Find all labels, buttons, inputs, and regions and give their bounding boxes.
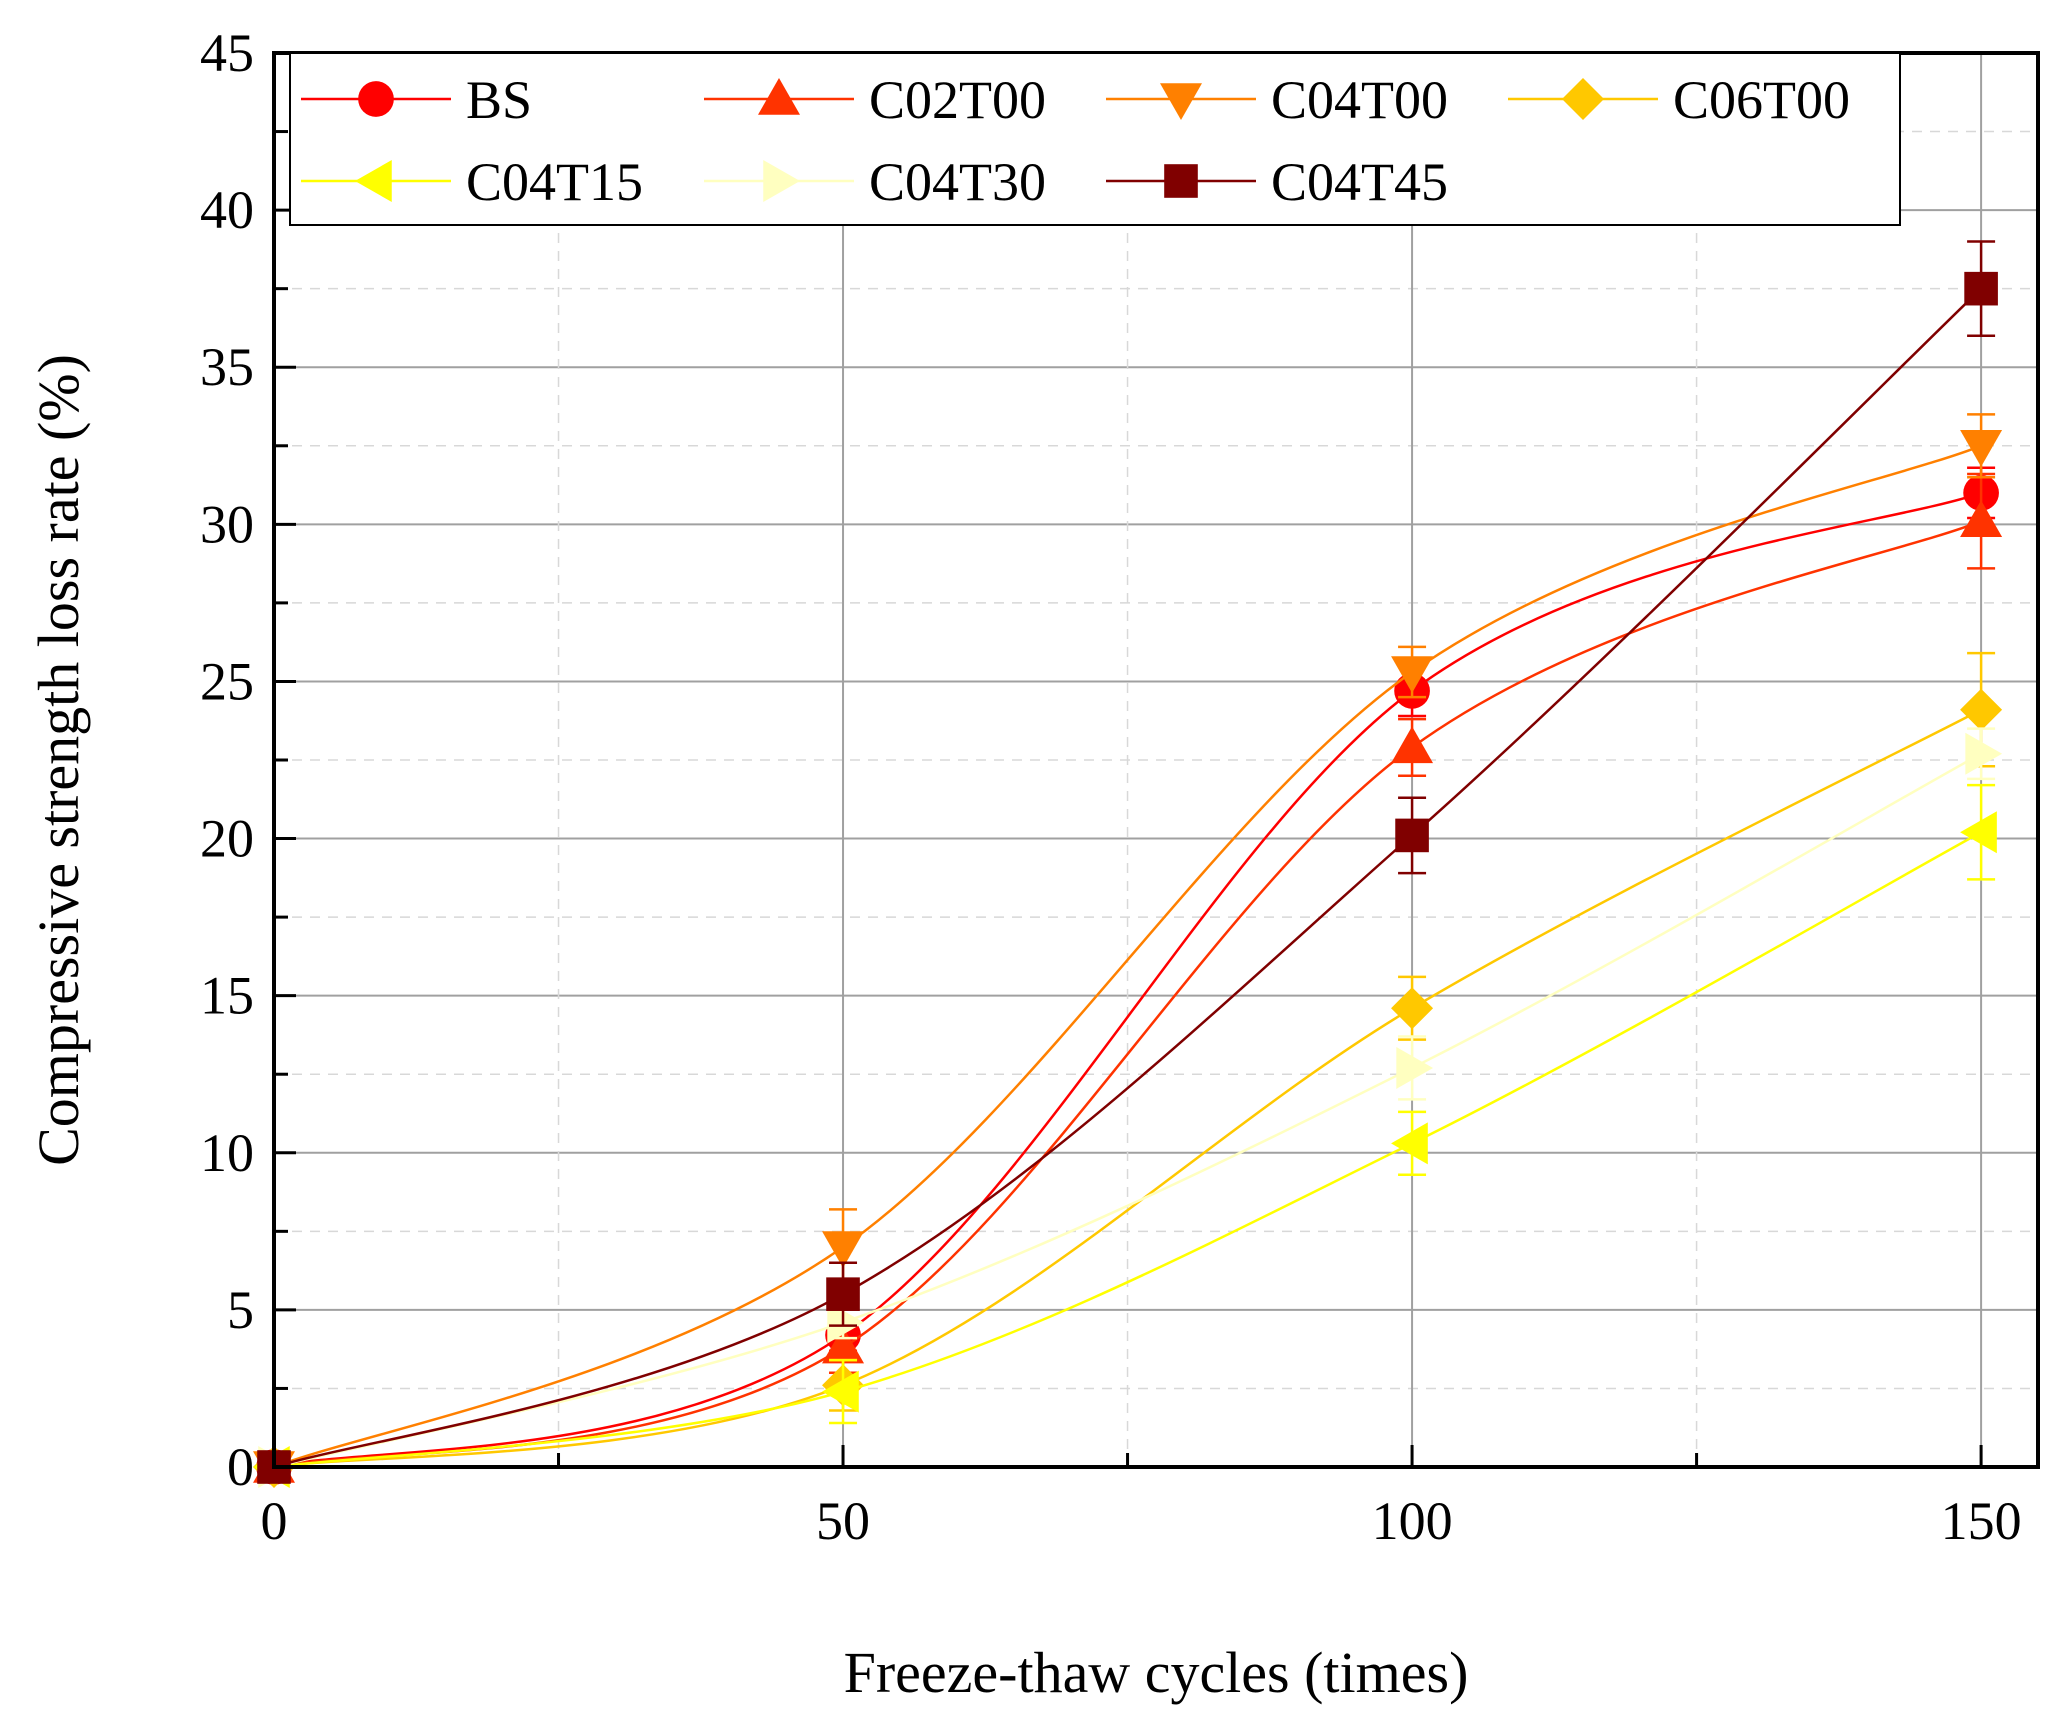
legend-item-C04T45: C04T45 [1106,152,1448,212]
legend-marker [1562,78,1604,120]
data-point [1964,271,1998,306]
y-tick-label: 40 [200,180,254,240]
legend-label: C04T00 [1271,70,1448,130]
legend-label: C04T45 [1271,152,1448,212]
legend-marker [355,160,392,202]
series-layer [253,240,2003,1488]
x-tick-label: 100 [1372,1491,1453,1551]
y-tick-label: 0 [227,1437,254,1497]
series-line [273,287,1982,1469]
series-C04T30 [258,727,2003,1488]
legend-label: BS [466,70,532,130]
data-point [1391,987,1434,1030]
series-line [273,444,1982,1469]
x-axis-label: Freeze-thaw cycles (times) [844,1640,1469,1705]
y-tick-label: 25 [200,651,254,711]
legend-item-C06T00: C06T00 [1508,70,1850,130]
y-tick-label: 10 [200,1123,254,1183]
legend-label: C02T00 [869,70,1046,130]
legend-item-C04T15: C04T15 [301,152,643,212]
legend-label: C06T00 [1673,70,1850,130]
y-tick-label: 30 [200,494,254,554]
data-point [826,1277,860,1311]
legend-marker [1164,164,1198,198]
y-tick-label: 5 [227,1280,254,1340]
legend-item-C02T00: C02T00 [704,70,1046,130]
data-point [1960,688,2003,731]
x-tick-label: 50 [816,1491,870,1551]
series-C04T15 [253,783,1997,1488]
y-axis-label: Compressive strength loss rate (%) [26,354,91,1166]
series-line [273,491,1982,1469]
data-point [1391,656,1434,694]
data-point [1391,1122,1428,1165]
data-point [1960,430,2003,467]
legend: BS C02T00 C04T00 C06T00 C04T15 C04T30 C04T45 [289,52,1901,226]
series-line [273,831,1982,1469]
data-point [1391,726,1434,764]
series-line [273,708,1982,1469]
y-tick-label: 35 [200,337,254,397]
legend-marker [358,81,394,117]
data-point [1960,500,2003,537]
x-tick-label: 0 [261,1491,288,1551]
x-tick-label: 150 [1941,1491,2022,1551]
legend-label: C04T30 [869,152,1046,212]
data-point [822,1370,859,1413]
data-point [1965,732,2003,775]
y-tick-label: 20 [200,809,254,869]
data-point [1396,1046,1434,1089]
grid [273,52,2038,1468]
series-line [273,752,1982,1469]
data-point [827,1301,865,1344]
legend-item-C04T30: C04T30 [704,152,1046,212]
data-point [1960,811,1997,854]
data-point [822,1231,865,1269]
data-point [822,1326,865,1364]
series-C04T45 [257,240,1998,1484]
y-tick-label: 15 [200,966,254,1026]
legend-item-BS: BS [301,70,532,130]
ticks: 0 5 10 15 20 25 30 35 40 45 0 50 100 150 [200,23,2022,1551]
y-tick-label: 45 [200,23,254,83]
data-point [1395,818,1429,853]
legend-marker [763,160,800,202]
legend-label: C04T15 [466,152,643,212]
legend-box [289,52,1901,226]
legend-marker [1160,83,1202,120]
legend-marker [758,78,800,115]
legend-item-C04T00: C04T00 [1106,70,1448,130]
